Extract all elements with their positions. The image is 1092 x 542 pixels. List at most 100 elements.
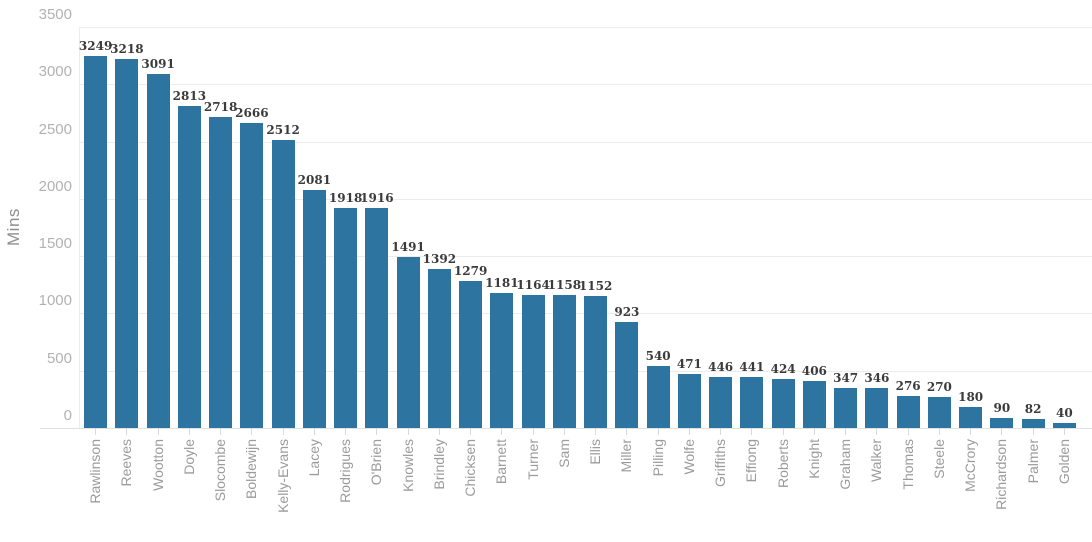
bar[interactable]: [146, 74, 170, 428]
bar-slot: 3091: [141, 58, 175, 428]
bar[interactable]: [896, 396, 920, 428]
y-axis-tick-label: 0: [63, 407, 72, 424]
bar[interactable]: [834, 388, 858, 428]
y-axis-tick-label: 2000: [38, 177, 72, 195]
bar[interactable]: [959, 407, 983, 428]
bar-slot: 446: [705, 361, 736, 428]
bar[interactable]: [490, 293, 514, 428]
x-axis-tick: [376, 428, 378, 435]
x-axis-label: Richardson: [994, 439, 1010, 510]
x-axis-label: Reeves: [119, 439, 135, 487]
bar-slot: 540: [643, 350, 674, 428]
x-label-slot: McCrory: [955, 439, 986, 542]
bar-slot: 270: [924, 381, 955, 428]
bar-slot: 471: [674, 358, 705, 428]
x-axis-tick: [751, 428, 753, 435]
x-axis-tick: [876, 428, 878, 435]
bar[interactable]: [584, 296, 608, 428]
x-tick-slot: [986, 428, 1017, 435]
bar-slot: 1392: [423, 253, 456, 428]
bar[interactable]: [709, 377, 733, 428]
bar[interactable]: [396, 257, 420, 428]
bar[interactable]: [1021, 419, 1045, 428]
x-axis-labels: Rawlinson Reeves Wootton Doyle Slocombe Bolde…: [80, 439, 1080, 542]
x-label-slot: O'Brien: [361, 439, 392, 542]
x-axis-tick: [970, 428, 972, 435]
bar-value-label: 923: [614, 305, 640, 319]
gridline: [79, 84, 1092, 86]
x-axis-label: Roberts: [775, 439, 791, 489]
bar-slot: 441: [736, 361, 767, 428]
x-label-slot: Boldewijn: [236, 439, 267, 542]
bar[interactable]: [427, 269, 451, 428]
bar-value-label: 1152: [578, 279, 613, 293]
x-label-slot: Reeves: [111, 439, 142, 542]
bar[interactable]: [302, 190, 326, 428]
bar-slot: 40: [1049, 407, 1080, 428]
bar-slot: 346: [861, 372, 892, 428]
bar-slot: 424: [768, 363, 799, 428]
bar[interactable]: [240, 123, 264, 428]
x-label-slot: Roberts: [768, 439, 799, 542]
x-label-slot: Golden: [1049, 439, 1080, 542]
bar[interactable]: [521, 295, 545, 428]
bar[interactable]: [334, 208, 358, 428]
bar[interactable]: [771, 379, 795, 428]
bar-slot: 2512: [266, 124, 300, 428]
bar[interactable]: [802, 381, 826, 428]
x-axis-label: Pilling: [650, 439, 666, 477]
x-axis-tick: [95, 428, 97, 435]
x-tick-slot: [424, 428, 455, 435]
x-axis-tick: [126, 428, 128, 435]
x-tick-slot: [330, 428, 361, 435]
bar-slot: 82: [1018, 403, 1049, 428]
bar[interactable]: [552, 295, 576, 428]
x-tick-slot: [1049, 428, 1080, 435]
x-tick-slot: [1018, 428, 1049, 435]
bar[interactable]: [84, 56, 108, 428]
bar[interactable]: [177, 106, 201, 428]
x-axis-tick: [345, 428, 347, 435]
y-axis-line: [79, 27, 80, 428]
bar-value-label: 540: [645, 349, 671, 363]
x-label-slot: Knowles: [393, 439, 424, 542]
x-tick-slot: [174, 428, 205, 435]
x-tick-slot: [518, 428, 549, 435]
bar-value-label: 2813: [172, 89, 207, 103]
bar-slot: 1279: [454, 265, 487, 428]
bar-value-label: 40: [1056, 406, 1073, 420]
bar[interactable]: [677, 374, 701, 428]
bar[interactable]: [740, 377, 764, 428]
x-axis-tick: [501, 428, 503, 435]
bar[interactable]: [115, 59, 139, 428]
bar-slot: 3249: [79, 40, 112, 428]
bar[interactable]: [865, 388, 889, 428]
bar[interactable]: [1052, 423, 1076, 428]
bar-value-label: 471: [676, 357, 702, 371]
x-tick-slot: [955, 428, 986, 435]
bar[interactable]: [646, 366, 670, 428]
bar-value-label: 270: [926, 380, 952, 394]
bar[interactable]: [615, 322, 639, 428]
bar[interactable]: [365, 208, 389, 428]
x-axis-tick: [657, 428, 659, 435]
gridline: [40, 428, 1092, 429]
x-tick-slot: [111, 428, 142, 435]
bar-slot: 1491: [391, 240, 425, 428]
x-axis-label: Effiong: [744, 439, 760, 483]
x-tick-slot: [205, 428, 236, 435]
bar[interactable]: [459, 281, 483, 428]
x-label-slot: Steele: [924, 439, 955, 542]
x-axis-tick: [438, 428, 440, 435]
bar-slot: 1916: [360, 192, 394, 428]
x-axis-tick: [720, 428, 722, 435]
bar[interactable]: [990, 418, 1014, 428]
x-label-slot: Walker: [861, 439, 892, 542]
bar[interactable]: [927, 397, 951, 428]
x-axis-tick: [845, 428, 847, 435]
bar-value-label: 1491: [391, 240, 425, 254]
bar-value-label: 1158: [547, 278, 582, 292]
bar[interactable]: [271, 140, 295, 428]
bar[interactable]: [209, 117, 233, 428]
x-label-slot: Kelly-Evans: [268, 439, 299, 542]
